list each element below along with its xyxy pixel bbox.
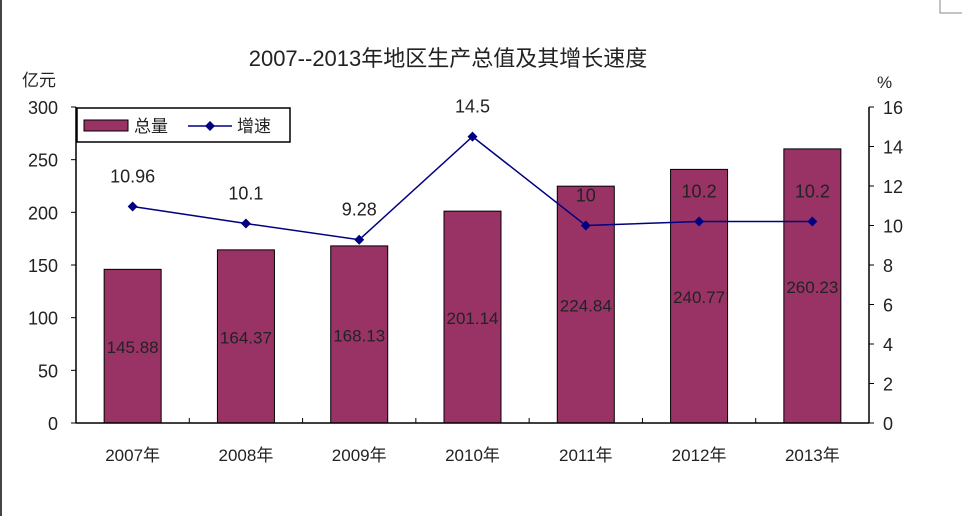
right-tick-label: 6 bbox=[883, 296, 893, 316]
growth-point-marker bbox=[127, 201, 138, 212]
bar-2010年 bbox=[443, 210, 502, 424]
right-tick-label: 4 bbox=[883, 335, 893, 355]
right-axis-unit: % bbox=[877, 73, 892, 92]
left-tick-label: 200 bbox=[28, 203, 58, 223]
x-tick-label: 2009年 bbox=[332, 446, 387, 465]
bar-value-label: 260.23 bbox=[786, 278, 838, 297]
bar-value-label: 145.88 bbox=[107, 338, 159, 357]
bar-value-label: 201.14 bbox=[447, 309, 499, 328]
x-tick-label: 2012年 bbox=[672, 446, 727, 465]
growth-point-marker bbox=[467, 131, 478, 142]
growth-point-marker bbox=[580, 220, 591, 231]
right-tick-label: 10 bbox=[883, 217, 903, 237]
right-tick-label: 12 bbox=[883, 177, 903, 197]
left-tick-label: 100 bbox=[28, 309, 58, 329]
right-tick-label: 0 bbox=[883, 414, 893, 434]
left-frame-border bbox=[0, 0, 2, 516]
growth-value-label: 10.2 bbox=[682, 182, 717, 202]
left-tick-label: 250 bbox=[28, 151, 58, 171]
left-tick-label: 0 bbox=[48, 414, 58, 434]
bar-2007年 bbox=[103, 268, 162, 424]
growth-value-label: 10.2 bbox=[795, 182, 830, 202]
x-tick-label: 2010年 bbox=[445, 446, 500, 465]
bar-value-label: 240.77 bbox=[673, 288, 725, 307]
x-tick-label: 2013年 bbox=[785, 446, 840, 465]
chart-title: 2007--2013年地区生产总值及其增长速度 bbox=[249, 46, 648, 71]
right-tick-label: 2 bbox=[883, 375, 893, 395]
legend-diamond-marker bbox=[205, 121, 215, 131]
growth-point-marker bbox=[354, 234, 365, 245]
left-tick-label: 150 bbox=[28, 256, 58, 276]
bar-2012年 bbox=[670, 168, 729, 424]
x-tick-label: 2011年 bbox=[559, 446, 613, 465]
legend-label-growth: 增速 bbox=[237, 117, 271, 136]
left-tick-label: 50 bbox=[38, 361, 58, 381]
growth-value-label: 10.1 bbox=[228, 184, 263, 204]
corner-box bbox=[939, 0, 962, 14]
right-tick-label: 14 bbox=[883, 138, 903, 158]
x-tick-label: 2008年 bbox=[219, 446, 274, 465]
growth-point-marker bbox=[694, 216, 705, 227]
growth-value-label: 10 bbox=[576, 186, 596, 206]
bar-2009年 bbox=[330, 245, 389, 424]
bar-value-label: 168.13 bbox=[333, 326, 385, 345]
legend: 总量 增速 bbox=[76, 107, 291, 143]
bar-value-label: 224.84 bbox=[560, 297, 612, 316]
growth-value-label: 10.96 bbox=[110, 167, 155, 187]
right-tick-label: 16 bbox=[883, 98, 903, 118]
growth-point-marker bbox=[240, 218, 251, 229]
growth-point-marker bbox=[807, 216, 818, 227]
growth-value-label: 14.5 bbox=[455, 97, 490, 117]
legend-bar-swatch bbox=[83, 119, 129, 132]
growth-value-label: 9.28 bbox=[342, 200, 377, 220]
bar-value-label: 164.37 bbox=[220, 328, 272, 347]
left-axis-unit: 亿元 bbox=[22, 71, 56, 90]
legend-label-total: 总量 bbox=[134, 117, 168, 136]
x-tick-label: 2007年 bbox=[105, 446, 160, 465]
bar-2008年 bbox=[216, 249, 275, 424]
right-tick-label: 8 bbox=[883, 256, 893, 276]
left-tick-label: 300 bbox=[28, 98, 58, 118]
